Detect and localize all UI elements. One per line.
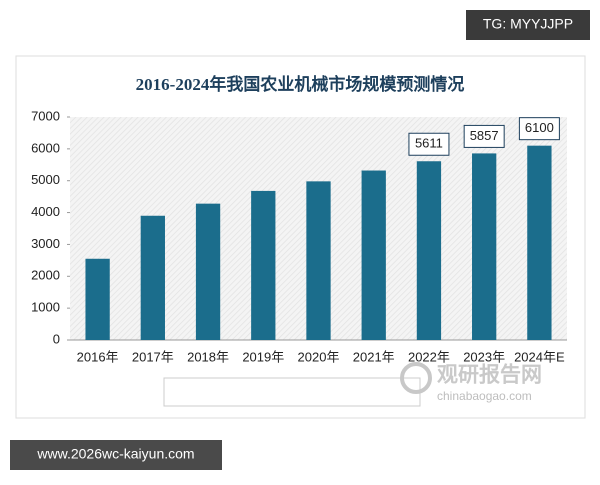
x-tick-label: 2023年 <box>463 349 505 364</box>
chart-title: 2016-2024年我国农业机械市场规模预测情况 <box>136 74 465 94</box>
data-label-box <box>463 124 505 148</box>
tag-box <box>466 10 590 40</box>
y-tick-label: 2000 <box>31 268 60 283</box>
x-tick-label: 2021年 <box>353 349 395 364</box>
x-tick-label: 2024年E <box>514 349 565 364</box>
bar <box>416 161 442 340</box>
data-label: 6100 <box>525 120 554 135</box>
y-tick-label: 6000 <box>31 140 60 155</box>
bar <box>306 181 331 340</box>
x-tick-label: 2020年 <box>298 349 340 364</box>
legend <box>163 377 421 407</box>
data-label-box <box>518 117 560 141</box>
watermark-url: chinabaogao.com <box>437 389 532 403</box>
y-tick-label: 0 <box>53 331 60 346</box>
data-label: 5611 <box>415 136 443 151</box>
bar <box>472 153 497 340</box>
bar <box>251 190 276 340</box>
bar <box>527 145 552 340</box>
watermark: 观研报告网 chinabaogao.com <box>400 362 542 403</box>
watermark-name: 观研报告网 <box>437 363 542 387</box>
x-tick-label: 2016年 <box>77 349 119 364</box>
y-tick-label: 7000 <box>31 108 60 123</box>
y-tick-label: 4000 <box>31 204 60 219</box>
footer-box <box>10 440 222 470</box>
tag-text: TG: MYYJJPP <box>483 16 573 32</box>
x-tick-label: 2022年 <box>408 349 450 364</box>
bar <box>140 215 165 340</box>
footer-text: www.2026wc-kaiyun.com <box>36 446 194 462</box>
x-tick-label: 2017年 <box>132 349 174 364</box>
bar <box>85 258 110 340</box>
data-label: 5857 <box>470 128 499 143</box>
x-tick-label: 2018年 <box>187 349 229 364</box>
y-tick-label: 5000 <box>31 172 60 187</box>
bar <box>195 203 221 340</box>
x-tick-label: 2019年 <box>242 349 284 364</box>
marks: 0 1000 2000 3000 4000 5000 6000 7000 2016年 2017年 2… <box>31 108 567 398</box>
y-tick-label: 3000 <box>31 236 60 251</box>
data-label-box <box>408 132 450 156</box>
bar <box>361 170 386 340</box>
watermark-logo <box>400 362 432 394</box>
y-tick-label: 1000 <box>31 300 60 315</box>
